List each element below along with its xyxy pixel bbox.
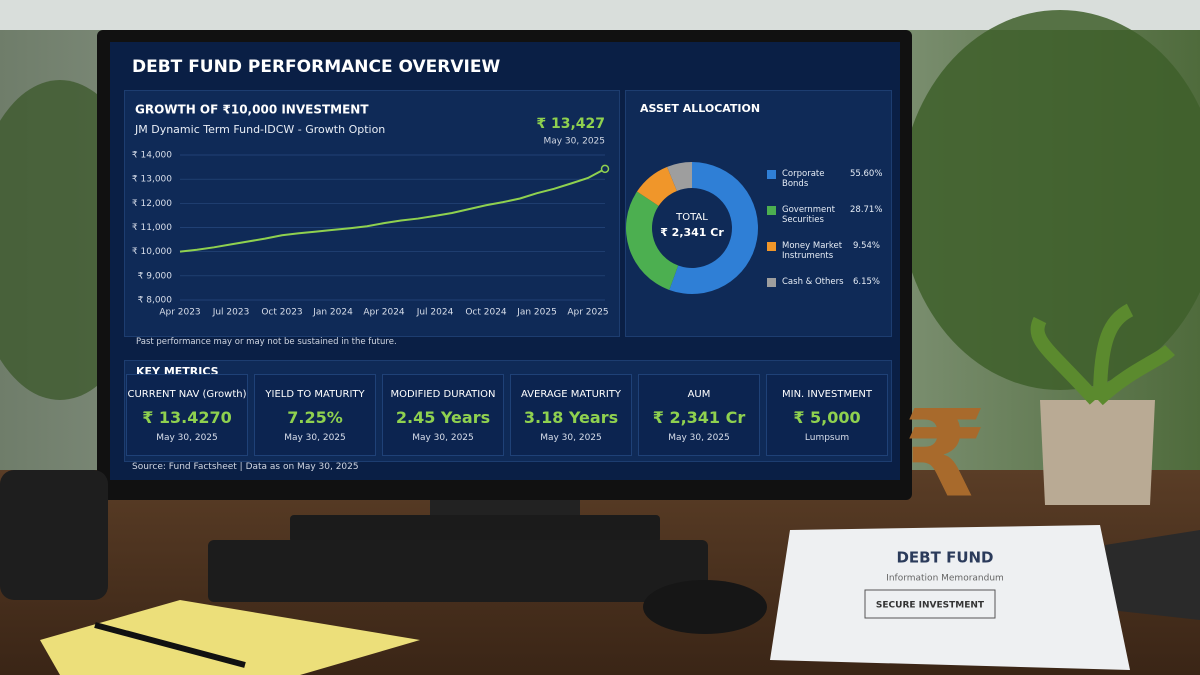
metric-value: ₹ 5,000 <box>793 408 861 427</box>
foliage <box>900 10 1200 390</box>
metric-sub: May 30, 2025 <box>156 433 218 443</box>
document <box>770 525 1130 670</box>
mug <box>0 470 108 600</box>
legend-value: 6.15% <box>852 277 880 287</box>
metrics-panel <box>124 360 892 462</box>
mouse <box>643 580 767 634</box>
x-tick-label: Oct 2024 <box>465 308 507 318</box>
pen <box>94 622 246 668</box>
legend-value: 9.54% <box>852 241 880 251</box>
legend-label: Cash & Others <box>782 277 844 287</box>
pie-title: ASSET ALLOCATION <box>640 102 760 115</box>
pie-center-value: ₹ 2,341 Cr <box>660 226 724 239</box>
growth-line <box>179 167 606 253</box>
metric-label: MIN. INVESTMENT <box>782 389 872 400</box>
x-tick-label: Apr 2023 <box>159 308 200 318</box>
end-date: May 30, 2025 <box>543 137 605 147</box>
document-subtitle: Information Memorandum <box>886 574 1004 584</box>
x-tick-label: Oct 2023 <box>261 308 302 318</box>
metric-sub: May 30, 2025 <box>540 433 602 443</box>
document-badge: SECURE INVESTMENT <box>876 601 985 611</box>
metric-card: CURRENT NAV (Growth) ₹ 13.4270 May 30, 202… <box>126 374 248 456</box>
keyboard <box>208 540 708 602</box>
document-badge-frame <box>864 589 996 619</box>
notepad <box>40 600 420 675</box>
metric-sub: May 30, 2025 <box>668 433 730 443</box>
plant <box>1030 303 1175 406</box>
x-tick-label: Jan 2024 <box>312 308 353 318</box>
source: Source: Fund Factsheet | Data as on May … <box>132 462 359 472</box>
metric-sub: May 30, 2025 <box>284 433 346 443</box>
metric-card: AUM ₹ 2,341 Cr May 30, 2025 <box>638 374 760 456</box>
growth-panel <box>124 90 620 337</box>
pie-slice <box>636 166 677 206</box>
end-point <box>600 164 610 174</box>
x-tick-label: Jul 2024 <box>416 308 454 318</box>
legend-label: Government Securities <box>782 205 836 225</box>
metric-card: YIELD TO MATURITY 7.25% May 30, 2025 <box>254 374 376 456</box>
pie-center-title: TOTAL <box>675 212 708 223</box>
y-tick-label: ₹ 14,000 <box>132 151 172 161</box>
metric-value: ₹ 13.4270 <box>142 408 232 427</box>
metric-card: MIN. INVESTMENT ₹ 5,000 Lumpsum <box>766 374 888 456</box>
document-title: DEBT FUND <box>896 549 993 567</box>
metric-value: 2.45 Years <box>395 408 491 427</box>
metric-card: MODIFIED DURATION 2.45 Years May 30, 2025 <box>382 374 504 456</box>
metric-value: 3.18 Years <box>523 408 619 427</box>
y-tick-label: ₹ 9,000 <box>138 271 173 281</box>
metric-label: YIELD TO MATURITY <box>265 389 365 400</box>
legend-value: 55.60% <box>850 169 883 179</box>
metric-label: AUM <box>687 389 711 400</box>
footnote: Past performance may or may not be susta… <box>136 337 397 347</box>
legend-swatch <box>767 206 776 215</box>
metric-value: 7.25% <box>287 408 343 427</box>
legend-swatch <box>767 278 776 287</box>
legend-swatch <box>767 242 776 251</box>
metric-value: ₹ 2,341 Cr <box>652 408 746 427</box>
pie-slice <box>669 162 758 294</box>
x-tick-label: Jul 2023 <box>212 308 250 318</box>
y-tick-label: ₹ 10,000 <box>132 247 172 257</box>
line-title: GROWTH OF ₹10,000 INVESTMENT <box>135 103 369 117</box>
metric-label: AVERAGE MATURITY <box>520 389 622 400</box>
y-tick-label: ₹ 11,000 <box>132 223 172 233</box>
y-tick-label: ₹ 12,000 <box>132 199 172 209</box>
calculator <box>1105 530 1200 620</box>
metric-sub: Lumpsum <box>804 433 850 443</box>
line-subtitle: JM Dynamic Term Fund-IDCW - Growth Optio… <box>134 123 385 136</box>
y-tick-label: ₹ 13,000 <box>132 175 172 185</box>
legend-swatch <box>767 170 776 179</box>
metric-label: MODIFIED DURATION <box>390 389 496 400</box>
metric-label: CURRENT NAV (Growth) <box>127 389 247 400</box>
rupee-sculpture: ₹ <box>903 386 987 525</box>
pie-slice <box>626 191 679 290</box>
plant-pot <box>1040 400 1155 505</box>
x-tick-label: Apr 2024 <box>363 308 405 318</box>
legend-label: Corporate Bonds <box>782 169 825 189</box>
legend-label: Money Market Instruments <box>782 241 843 261</box>
pie-slice <box>667 162 692 191</box>
dashboard-title: DEBT FUND PERFORMANCE OVERVIEW <box>132 57 501 77</box>
legend-value: 28.71% <box>850 205 883 215</box>
x-tick-label: Jan 2025 <box>516 308 557 318</box>
y-tick-label: ₹ 8,000 <box>138 296 173 306</box>
x-tick-label: Apr 2025 <box>567 308 608 318</box>
metric-sub: May 30, 2025 <box>412 433 474 443</box>
monitor-stand <box>290 515 660 543</box>
metric-card: AVERAGE MATURITY 3.18 Years May 30, 2025 <box>510 374 632 456</box>
allocation-panel <box>625 90 892 337</box>
end-value: ₹ 13,427 <box>536 116 605 132</box>
